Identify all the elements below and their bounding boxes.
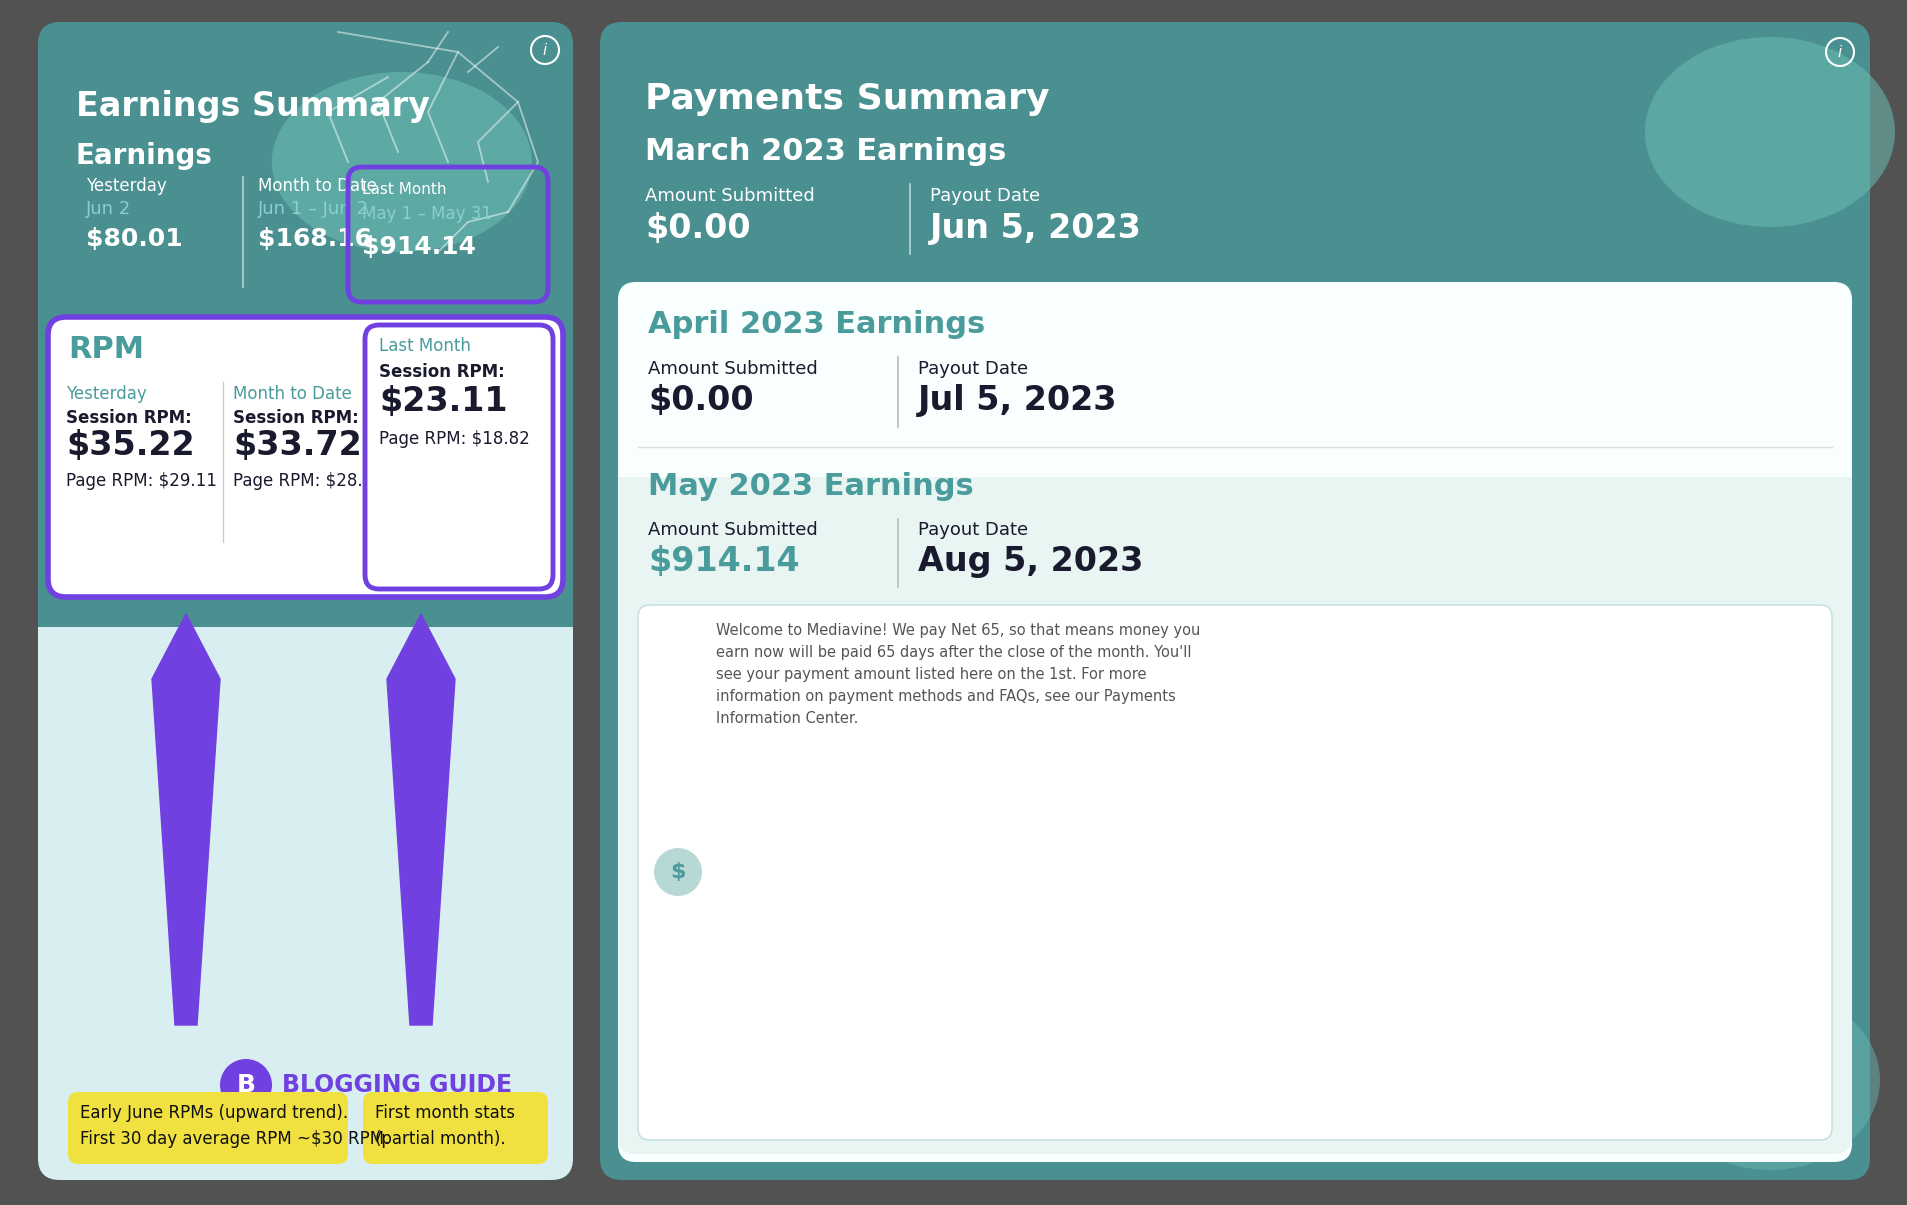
Text: $: $	[669, 862, 685, 882]
Text: information on payment methods and FAQs, see our Payments: information on payment methods and FAQs,…	[715, 689, 1175, 704]
Text: Month to Date: Month to Date	[257, 177, 378, 195]
Text: Information Center.: Information Center.	[715, 711, 858, 725]
Text: $914.14: $914.14	[648, 545, 799, 578]
Text: i: i	[543, 42, 547, 58]
Text: Payout Date: Payout Date	[929, 187, 1039, 205]
Text: i: i	[1836, 45, 1840, 59]
Text: Early June RPMs (upward trend).: Early June RPMs (upward trend).	[80, 1104, 347, 1122]
Ellipse shape	[271, 72, 532, 252]
Text: Payments Summary: Payments Summary	[645, 82, 1049, 116]
FancyBboxPatch shape	[69, 1092, 347, 1164]
Text: Page RPM: $28.54: Page RPM: $28.54	[233, 472, 383, 490]
Text: Month to Date: Month to Date	[233, 386, 351, 402]
Text: May 2023 Earnings: May 2023 Earnings	[648, 472, 973, 501]
FancyBboxPatch shape	[637, 605, 1831, 1140]
Text: Jun 2: Jun 2	[86, 200, 132, 218]
Text: Payout Date: Payout Date	[917, 360, 1028, 378]
Text: Jun 1 – Jun 2: Jun 1 – Jun 2	[257, 200, 368, 218]
FancyBboxPatch shape	[38, 602, 572, 1180]
Text: Aug 5, 2023: Aug 5, 2023	[917, 545, 1142, 578]
FancyBboxPatch shape	[48, 317, 563, 596]
Circle shape	[654, 848, 702, 897]
Text: Page RPM: $29.11: Page RPM: $29.11	[67, 472, 217, 490]
FancyBboxPatch shape	[618, 282, 1852, 1162]
Text: $23.11: $23.11	[379, 386, 507, 418]
Bar	[618, 457, 1852, 477]
Text: Last Month: Last Month	[362, 182, 446, 196]
Text: Last Month: Last Month	[379, 337, 471, 355]
Ellipse shape	[1659, 991, 1878, 1170]
Text: Yesterday: Yesterday	[67, 386, 147, 402]
Text: (partial month).: (partial month).	[376, 1130, 505, 1148]
Text: May 1 – May 31: May 1 – May 31	[362, 205, 492, 223]
Text: B: B	[236, 1072, 256, 1097]
Text: Welcome to Mediavine! We pay Net 65, so that means money you: Welcome to Mediavine! We pay Net 65, so …	[715, 623, 1200, 637]
Text: Amount Submitted: Amount Submitted	[645, 187, 814, 205]
Text: Earnings Summary: Earnings Summary	[76, 90, 429, 123]
Text: First 30 day average RPM ~$30 RPM.: First 30 day average RPM ~$30 RPM.	[80, 1130, 389, 1148]
Text: $80.01: $80.01	[86, 227, 183, 251]
Text: Yesterday: Yesterday	[86, 177, 166, 195]
Text: Session RPM:: Session RPM:	[379, 363, 505, 381]
Text: April 2023 Earnings: April 2023 Earnings	[648, 310, 984, 339]
Text: $0.00: $0.00	[648, 384, 753, 417]
Circle shape	[219, 1059, 273, 1111]
Text: Jul 5, 2023: Jul 5, 2023	[917, 384, 1118, 417]
Text: $33.72: $33.72	[233, 429, 362, 462]
FancyBboxPatch shape	[364, 325, 553, 589]
Text: $914.14: $914.14	[362, 235, 475, 259]
Text: Session RPM:: Session RPM:	[67, 408, 191, 427]
Text: RPM: RPM	[69, 335, 145, 364]
Text: Page RPM: $18.82: Page RPM: $18.82	[379, 430, 530, 448]
Ellipse shape	[1644, 37, 1894, 227]
Text: Amount Submitted: Amount Submitted	[648, 521, 818, 539]
Text: Session RPM:: Session RPM:	[233, 408, 359, 427]
Text: BLOGGING GUIDE: BLOGGING GUIDE	[282, 1072, 511, 1097]
FancyBboxPatch shape	[362, 1092, 547, 1164]
Polygon shape	[153, 615, 219, 1025]
Text: Jun 5, 2023: Jun 5, 2023	[929, 212, 1140, 245]
Text: $0.00: $0.00	[645, 212, 749, 245]
Text: $35.22: $35.22	[67, 429, 195, 462]
Text: see your payment amount listed here on the 1st. For more: see your payment amount listed here on t…	[715, 668, 1146, 682]
Bar	[38, 602, 572, 627]
Text: First month stats: First month stats	[376, 1104, 515, 1122]
Polygon shape	[387, 615, 454, 1025]
FancyBboxPatch shape	[599, 22, 1869, 1180]
Text: Payout Date: Payout Date	[917, 521, 1028, 539]
Text: $168.16: $168.16	[257, 227, 372, 251]
FancyBboxPatch shape	[618, 457, 1852, 1154]
Text: earn now will be paid 65 days after the close of the month. You'll: earn now will be paid 65 days after the …	[715, 645, 1190, 660]
Text: March 2023 Earnings: March 2023 Earnings	[645, 137, 1005, 166]
FancyBboxPatch shape	[38, 22, 572, 1180]
Text: Amount Submitted: Amount Submitted	[648, 360, 818, 378]
Text: Earnings: Earnings	[76, 142, 214, 170]
